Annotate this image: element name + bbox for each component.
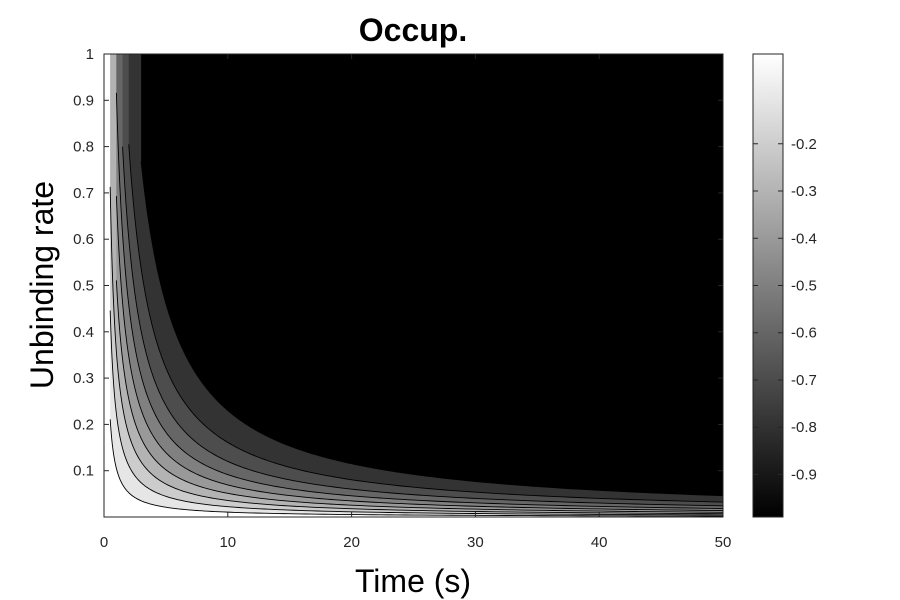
contour-line bbox=[128, 144, 724, 503]
x-tick-label: 0 bbox=[100, 534, 108, 551]
x-tick-label: 30 bbox=[467, 534, 484, 551]
contour-line bbox=[109, 310, 724, 516]
x-axis-ticks: 0 10 20 30 40 50 bbox=[100, 54, 732, 551]
colorbar-tick-label: -0.9 bbox=[791, 466, 817, 483]
contour-line bbox=[140, 161, 724, 497]
colorbar-ticks: -0.9 -0.8 -0.7 -0.6 -0.5 -0.4 -0.3 -0.2 bbox=[753, 136, 817, 483]
contour-line bbox=[115, 280, 724, 513]
contour-line bbox=[122, 146, 724, 507]
y-tick-label: 0.2 bbox=[73, 416, 94, 433]
contour-line bbox=[115, 196, 724, 512]
x-axis-title: Time (s) bbox=[355, 563, 471, 599]
colorbar-tick-label: -0.5 bbox=[791, 278, 817, 295]
x-tick-label: 20 bbox=[343, 534, 360, 551]
chart-title: Occup. bbox=[359, 12, 467, 48]
y-tick-label: 0.9 bbox=[73, 92, 94, 109]
contour-band bbox=[141, 54, 723, 496]
x-tick-label: 10 bbox=[219, 534, 236, 551]
colorbar-tick-label: -0.4 bbox=[791, 230, 817, 247]
contour-lines bbox=[109, 92, 724, 517]
contour-line bbox=[109, 419, 724, 517]
y-tick-label: 0.6 bbox=[73, 231, 94, 248]
contour-line bbox=[115, 92, 724, 509]
colorbar-tick-label: -0.3 bbox=[791, 183, 817, 200]
colorbar-tick-label: -0.6 bbox=[791, 325, 817, 342]
x-tick-label: 50 bbox=[715, 534, 732, 551]
y-tick-label: 1 bbox=[86, 46, 94, 63]
colorbar-tick-label: -0.8 bbox=[791, 419, 817, 436]
y-tick-label: 0.5 bbox=[73, 278, 94, 295]
y-tick-label: 0.1 bbox=[73, 463, 94, 480]
y-tick-label: 0.8 bbox=[73, 139, 94, 156]
contour-bands bbox=[104, 54, 723, 517]
y-tick-label: 0.7 bbox=[73, 185, 94, 202]
plot-area bbox=[104, 54, 724, 517]
y-axis-ticks: 0.1 0.2 0.3 0.4 0.5 0.6 0.7 0.8 0.9 1 bbox=[73, 46, 723, 480]
y-tick-label: 0.4 bbox=[73, 324, 94, 341]
colorbar-tick-label: -0.2 bbox=[791, 136, 817, 153]
contour-line bbox=[109, 186, 724, 515]
y-tick-label: 0.3 bbox=[73, 370, 94, 387]
y-axis-title: Unbinding rate bbox=[24, 181, 60, 389]
x-tick-label: 40 bbox=[591, 534, 608, 551]
colorbar-tick-label: -0.7 bbox=[791, 372, 817, 389]
colorbar: -0.9 -0.8 -0.7 -0.6 -0.5 -0.4 -0.3 -0.2 bbox=[752, 53, 817, 518]
